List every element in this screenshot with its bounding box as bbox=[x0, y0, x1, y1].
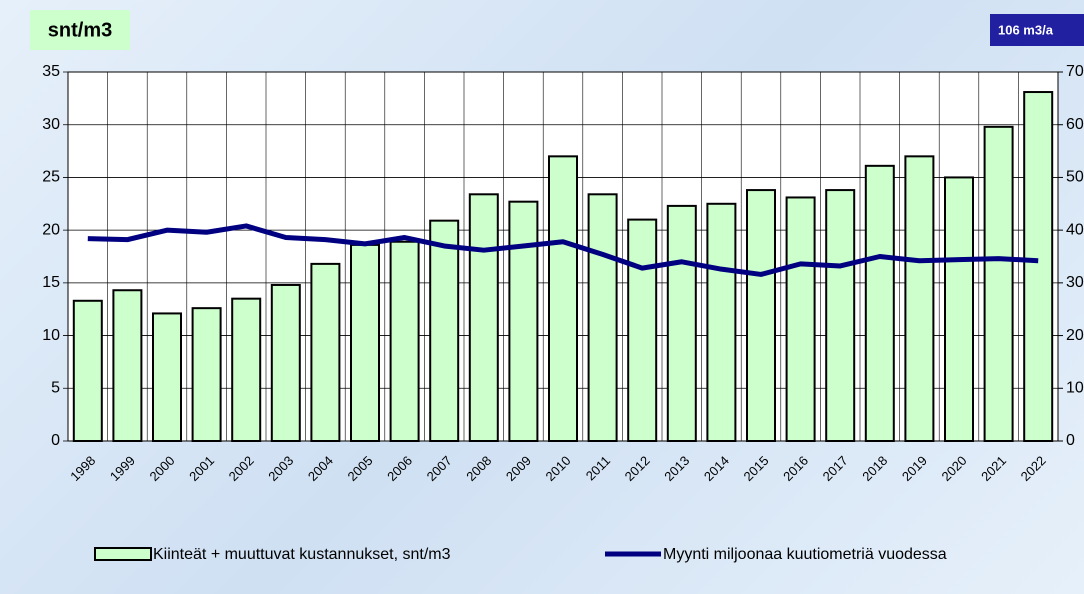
y2-label: 106 m3/a bbox=[998, 22, 1054, 37]
bar bbox=[389, 240, 420, 442]
y-tick-label: 0 bbox=[51, 432, 60, 449]
y2-label-box bbox=[990, 14, 1084, 46]
bar bbox=[310, 262, 341, 442]
bar bbox=[270, 283, 301, 443]
bar bbox=[864, 164, 895, 442]
y-tick-label: 15 bbox=[42, 274, 60, 291]
x-tick-label: 2005 bbox=[344, 453, 375, 484]
y2-tick-label: 70 bbox=[1066, 63, 1084, 80]
y-tick-label: 35 bbox=[42, 63, 60, 80]
x-tick-label: 2009 bbox=[503, 453, 534, 484]
legend-label: Myynti miljoonaa kuutiometriä vuodessa bbox=[663, 546, 947, 563]
x-tick-label: 2018 bbox=[859, 453, 890, 484]
bar bbox=[904, 155, 935, 442]
x-tick-label: 2014 bbox=[701, 453, 732, 484]
bar bbox=[72, 299, 103, 442]
y2-tick-label: 10 bbox=[1066, 380, 1084, 397]
x-tick-label: 2012 bbox=[622, 453, 653, 484]
bar bbox=[548, 155, 578, 442]
bar bbox=[706, 202, 737, 442]
bar bbox=[468, 193, 499, 442]
y2-tick-label: 40 bbox=[1066, 221, 1084, 238]
bar bbox=[627, 218, 658, 442]
y-tick-label: 10 bbox=[42, 327, 60, 344]
y2-tick-label: 0 bbox=[1066, 432, 1075, 449]
line bbox=[87, 223, 1039, 277]
x-tick-label: 2000 bbox=[146, 453, 177, 484]
bar bbox=[152, 312, 182, 442]
bar bbox=[231, 297, 262, 442]
x-tick-label: 2011 bbox=[583, 453, 613, 483]
bar bbox=[1023, 91, 1054, 442]
bar bbox=[429, 219, 460, 442]
bar bbox=[944, 176, 974, 443]
x-tick-label: 2006 bbox=[384, 453, 415, 484]
y2-tick-label: 20 bbox=[1066, 327, 1084, 344]
x-tick-label: 2003 bbox=[265, 453, 296, 484]
bar bbox=[746, 189, 776, 442]
chart-title: snt/m3 bbox=[48, 19, 112, 41]
legend-label: Kiinteät + muuttuvat kustannukset, snt/m… bbox=[153, 546, 451, 563]
x-tick-label: 1998 bbox=[67, 453, 98, 484]
bar bbox=[666, 204, 697, 442]
bar bbox=[350, 243, 380, 442]
x-tick-label: 2004 bbox=[305, 453, 336, 484]
bar bbox=[508, 200, 539, 442]
bar bbox=[112, 289, 143, 443]
y-tick-label: 20 bbox=[42, 221, 60, 238]
title-box bbox=[30, 10, 130, 50]
bar bbox=[587, 193, 618, 442]
x-tick-label: 2019 bbox=[899, 453, 930, 484]
x-tick-label: 2022 bbox=[1018, 453, 1049, 484]
y-tick-label: 30 bbox=[42, 116, 60, 133]
y2-tick-label: 60 bbox=[1066, 116, 1084, 133]
bar bbox=[191, 307, 222, 442]
y-tick-label: 25 bbox=[42, 169, 60, 186]
bar bbox=[825, 189, 856, 442]
y2-tick-label: 30 bbox=[1066, 274, 1084, 291]
x-tick-label: 2007 bbox=[424, 453, 455, 484]
x-tick-label: 2021 bbox=[978, 453, 1009, 484]
x-tick-label: 2015 bbox=[740, 453, 771, 484]
y-tick-label: 5 bbox=[51, 380, 60, 397]
x-tick-label: 2010 bbox=[542, 453, 573, 484]
x-tick-label: 2020 bbox=[938, 453, 969, 484]
x-tick-label: 2002 bbox=[226, 453, 257, 484]
bar bbox=[983, 125, 1014, 443]
y2-tick-label: 50 bbox=[1066, 169, 1084, 186]
x-tick-label: 2017 bbox=[820, 453, 851, 484]
x-tick-label: 1999 bbox=[107, 453, 138, 484]
x-tick-label: 2016 bbox=[780, 453, 811, 484]
x-tick-label: 2013 bbox=[661, 453, 692, 484]
legend-swatch bbox=[94, 547, 152, 561]
x-tick-label: 2008 bbox=[463, 453, 494, 484]
x-tick-label: 2001 bbox=[186, 453, 217, 484]
bar bbox=[785, 196, 816, 442]
